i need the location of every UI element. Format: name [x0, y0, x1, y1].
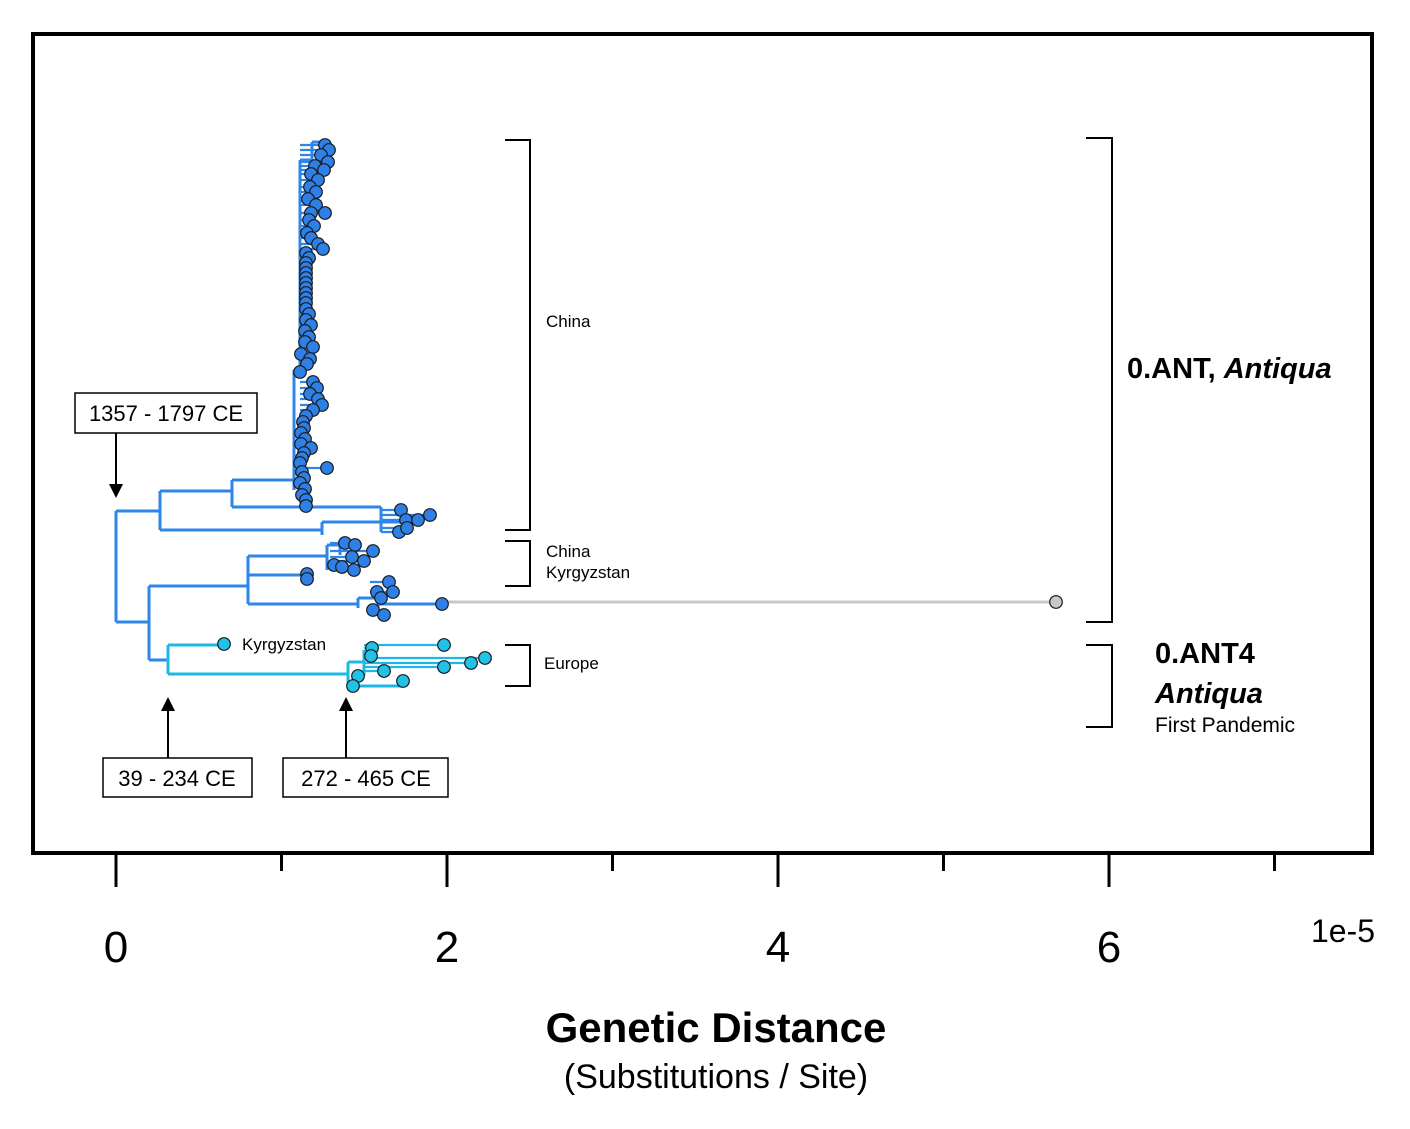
tree-leaf-node — [320, 461, 334, 475]
x-tick-label: 6 — [1097, 923, 1121, 972]
date-box-left: 39 - 234 CE — [102, 757, 253, 798]
date-arrow-mid — [339, 697, 353, 758]
tree-leaf-node — [316, 242, 330, 256]
tree-leaf-node — [464, 656, 478, 670]
tree-leaf-node — [411, 513, 425, 527]
tree-leaf-node — [423, 508, 437, 522]
x-axis-subtitle: (Substitutions / Site) — [564, 1058, 868, 1096]
tree-leaf-node — [366, 544, 380, 558]
clade-ant-italic: Antiqua — [1223, 353, 1332, 385]
label-china-small: China — [546, 542, 591, 561]
bracket-china-kyrgyzstan — [505, 540, 531, 587]
x-axis-ticks — [114, 853, 1276, 887]
bracket-ant — [1086, 137, 1113, 623]
tree-leaf-node — [437, 638, 451, 652]
date-arrow-left — [161, 697, 175, 758]
clade-ant4-name: 0.ANT4 — [1155, 638, 1255, 670]
date-mid-label: 272 - 465 CE — [301, 766, 431, 791]
tree-leaf-node — [299, 499, 313, 513]
tree-leaf-node — [435, 597, 449, 611]
x-axis-title: Genetic Distance — [546, 1004, 887, 1051]
x-axis-tick-labels: 0 2 4 6 — [104, 923, 1121, 972]
tree-leaf-node — [318, 206, 332, 220]
tree-leaf-node — [374, 591, 388, 605]
tree-leaf-node — [386, 585, 400, 599]
tree-nodes — [217, 138, 1063, 693]
tree-leaf-node — [300, 572, 314, 586]
clade-ant-label: 0.ANT, Antiqua — [1127, 353, 1332, 385]
tree-leaf-node — [317, 163, 331, 177]
tree-leaf-node — [377, 608, 391, 622]
tree-leaf-node — [345, 550, 359, 564]
label-china-main: China — [546, 312, 591, 331]
date-box-mid: 272 - 465 CE — [282, 757, 449, 798]
tree-leaf-node — [400, 521, 414, 535]
label-europe: Europe — [544, 654, 599, 673]
bracket-europe — [505, 644, 531, 687]
tree-leaf-node — [478, 651, 492, 665]
clade-ant4-sub: First Pandemic — [1155, 714, 1295, 737]
tree-leaf-node — [306, 340, 320, 354]
label-kyrgyzstan-leaf: Kyrgyzstan — [242, 635, 326, 654]
plot-frame — [31, 32, 1374, 855]
x-axis-exponent: 1e-5 — [1311, 913, 1375, 949]
tree-leaf-node — [357, 554, 371, 568]
date-box-top: 1357 - 1797 CE — [74, 392, 258, 434]
kyrgyzstan-leaf-node — [217, 637, 231, 651]
date-top-label: 1357 - 1797 CE — [89, 401, 243, 426]
clade-ant4-italic: Antiqua — [1154, 678, 1263, 710]
date-arrow-top — [109, 433, 123, 498]
tree-leaf-node — [364, 649, 378, 663]
clade-ant-prefix: 0.ANT, — [1127, 353, 1224, 385]
bracket-ant4 — [1086, 644, 1113, 728]
tree-leaf-node — [293, 365, 307, 379]
tree-leaf-node — [346, 679, 360, 693]
label-kyrgyzstan-small: Kyrgyzstan — [546, 563, 630, 582]
x-tick-label: 0 — [104, 923, 128, 972]
tree-leaf-node — [437, 660, 451, 674]
x-tick-label: 2 — [435, 923, 459, 972]
tree-leaf-node — [377, 664, 391, 678]
tree-leaf-node — [347, 563, 361, 577]
x-tick-label: 4 — [766, 923, 790, 972]
outlier-leaf-node — [1049, 595, 1063, 609]
tree-leaf-node — [396, 674, 410, 688]
bracket-china-main — [505, 139, 531, 531]
date-left-label: 39 - 234 CE — [118, 766, 235, 791]
tree-leaf-node — [348, 538, 362, 552]
tree-leaf-node — [335, 560, 349, 574]
